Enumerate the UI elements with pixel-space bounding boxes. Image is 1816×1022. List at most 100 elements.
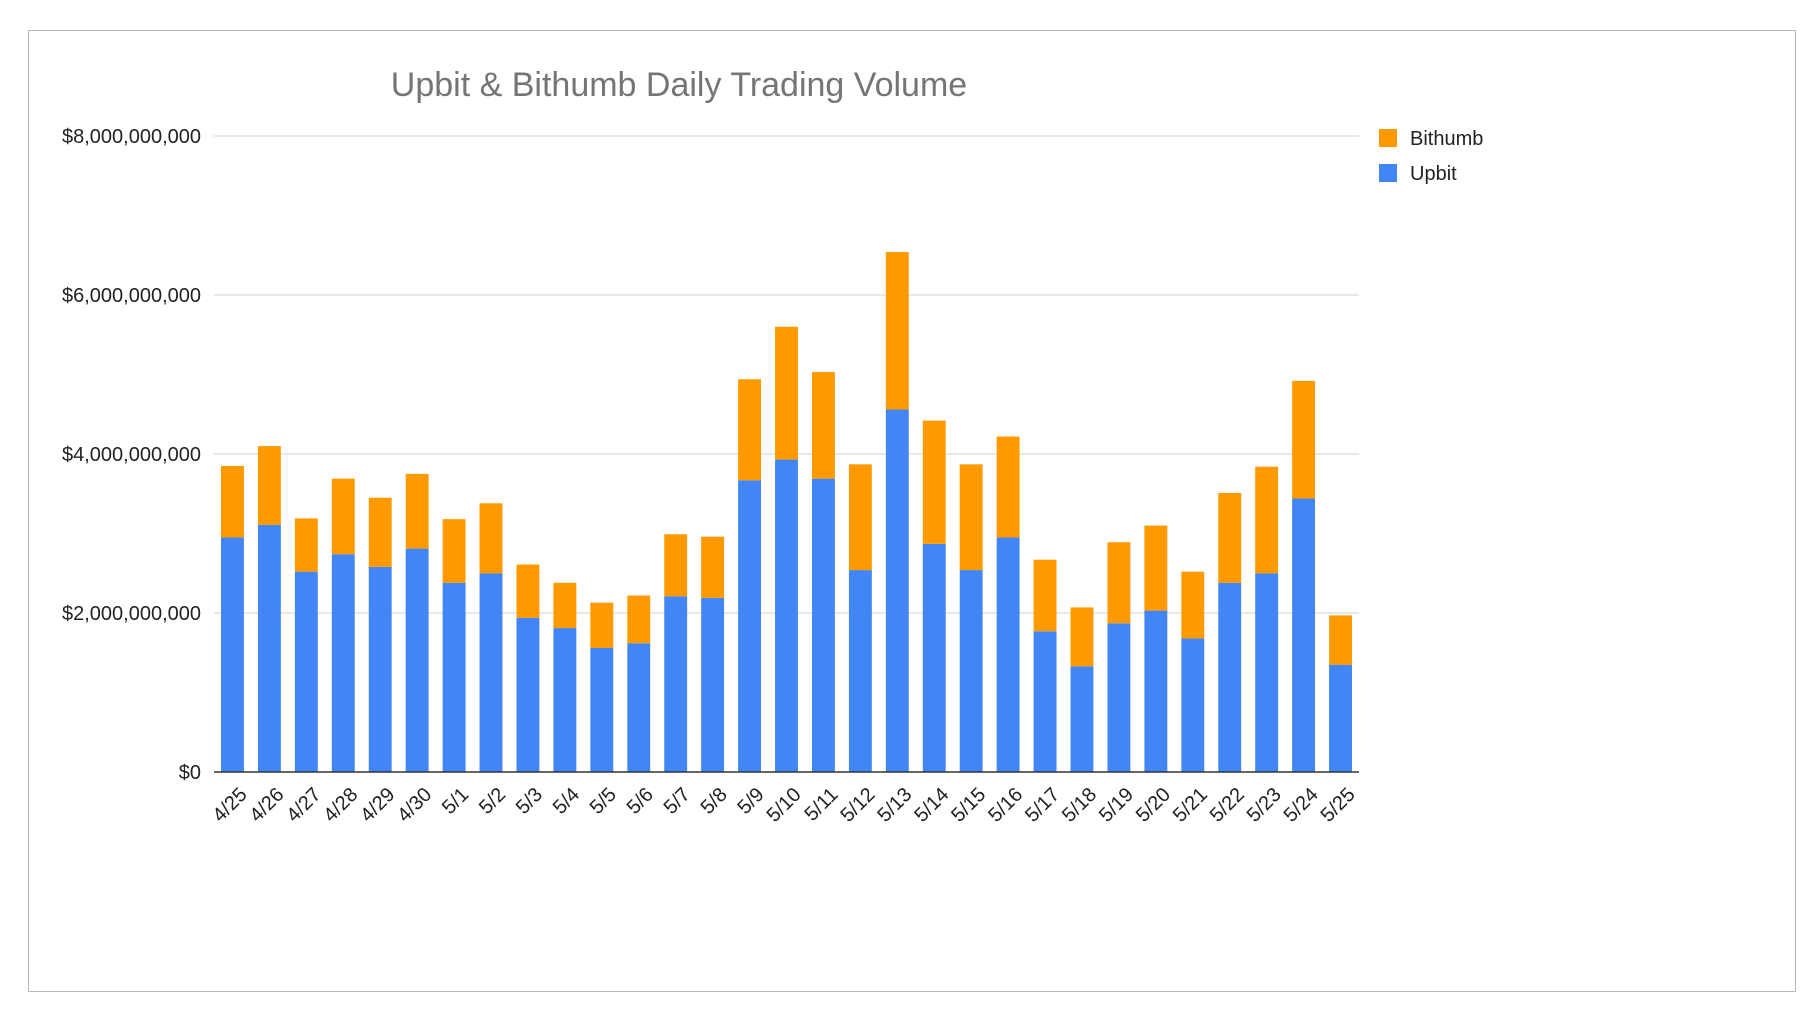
bar-upbit-5-25 bbox=[1329, 664, 1352, 772]
bar-upbit-5-17 bbox=[1033, 631, 1057, 772]
x-axis-ticks: 4/254/264/274/284/294/30 5/1 5/2 5/3 5/4 5/5 5… bbox=[209, 784, 1360, 827]
bar-bithumb-4-25 bbox=[221, 465, 244, 538]
chart-frame: Upbit & Bithumb Daily Trading Volume $0 $… bbox=[28, 30, 1796, 992]
x-tick-label: 5/11 bbox=[801, 784, 843, 826]
bar-bithumb-5-17 bbox=[1033, 559, 1057, 632]
bar-upbit-4-29 bbox=[368, 566, 392, 772]
bar-upbit-5-13 bbox=[885, 409, 909, 772]
bar-bithumb-5-8 bbox=[701, 536, 725, 598]
chart-svg: Upbit & Bithumb Daily Trading Volume $0$… bbox=[62, 66, 1483, 827]
x-tick-label: 5/12 bbox=[836, 784, 879, 827]
bar-bithumb-4-27 bbox=[294, 518, 318, 572]
x-tick-label: 5/6 bbox=[623, 784, 658, 819]
y-axis-ticks: $0 $2,000,000,000 $4,000,000,000 $6,000,000… bbox=[62, 126, 201, 784]
bar-upbit-5-1 bbox=[442, 582, 466, 772]
x-tick-label: 4/27 bbox=[282, 784, 325, 827]
x-tick-label: 4/26 bbox=[245, 784, 288, 827]
x-tick-label: 5/4 bbox=[549, 784, 584, 819]
bars bbox=[221, 252, 1352, 772]
bar-upbit-5-3 bbox=[516, 617, 540, 772]
bar-bithumb-5-2 bbox=[479, 503, 503, 574]
bar-bithumb-5-12 bbox=[848, 464, 872, 571]
bar-upbit-5-11 bbox=[811, 478, 835, 772]
bar-upbit-4-27 bbox=[294, 571, 318, 772]
x-tick-label: 5/9 bbox=[733, 784, 768, 819]
bar-upbit-5-19 bbox=[1107, 623, 1131, 772]
x-tick-label: 5/8 bbox=[697, 784, 732, 819]
legend-label-upbit: Upbit bbox=[1410, 163, 1457, 185]
x-tick-label: 5/13 bbox=[873, 784, 916, 827]
x-tick-label: 4/25 bbox=[209, 784, 252, 827]
x-tick-label: 5/7 bbox=[660, 784, 695, 819]
bar-upbit-5-6 bbox=[627, 643, 651, 772]
bar-bithumb-5-13 bbox=[885, 252, 909, 410]
bar-upbit-5-16 bbox=[996, 537, 1020, 772]
bar-bithumb-5-9 bbox=[738, 379, 762, 481]
bar-bithumb-5-3 bbox=[516, 564, 540, 618]
x-tick-label: 5/22 bbox=[1206, 784, 1249, 827]
x-tick-label: 5/23 bbox=[1243, 784, 1286, 827]
bar-upbit-5-9 bbox=[738, 480, 762, 772]
bar-upbit-4-26 bbox=[257, 524, 281, 772]
bar-upbit-5-7 bbox=[664, 596, 688, 772]
bar-upbit-5-12 bbox=[848, 570, 872, 772]
bar-bithumb-4-26 bbox=[257, 446, 281, 525]
bar-upbit-4-25 bbox=[221, 537, 244, 772]
x-tick-label: 5/25 bbox=[1317, 784, 1360, 827]
bar-bithumb-5-25 bbox=[1329, 615, 1352, 665]
bar-bithumb-5-1 bbox=[442, 519, 466, 583]
y-tick-label: $2,000,000,000 bbox=[62, 603, 201, 625]
legend-label-bithumb: Bithumb bbox=[1410, 128, 1483, 150]
x-tick-label: 5/18 bbox=[1058, 784, 1101, 827]
y-tick-label: $4,000,000,000 bbox=[62, 444, 201, 466]
x-tick-label: 5/5 bbox=[586, 784, 621, 819]
y-tick-label: $6,000,000,000 bbox=[62, 285, 201, 307]
x-tick-label: 5/2 bbox=[475, 784, 510, 819]
bar-bithumb-5-22 bbox=[1218, 492, 1242, 583]
bar-upbit-4-30 bbox=[405, 548, 429, 772]
bar-bithumb-5-5 bbox=[590, 602, 614, 648]
x-tick-label: 5/17 bbox=[1021, 784, 1064, 827]
bar-bithumb-5-23 bbox=[1255, 466, 1279, 574]
bar-upbit-5-14 bbox=[922, 543, 946, 772]
bar-upbit-5-22 bbox=[1218, 582, 1242, 772]
x-tick-label: 5/19 bbox=[1095, 784, 1138, 827]
y-tick-label: $8,000,000,000 bbox=[62, 126, 201, 148]
bar-bithumb-5-10 bbox=[775, 326, 798, 460]
bar-bithumb-5-14 bbox=[922, 420, 946, 544]
bar-upbit-5-20 bbox=[1144, 610, 1168, 772]
legend-swatch-upbit bbox=[1379, 164, 1397, 182]
legend: Bithumb Upbit bbox=[1379, 128, 1483, 185]
legend-swatch-bithumb bbox=[1379, 129, 1397, 147]
x-tick-label: 5/3 bbox=[512, 784, 547, 819]
bar-bithumb-4-28 bbox=[331, 478, 355, 555]
bar-bithumb-5-11 bbox=[811, 372, 835, 479]
x-tick-label: 5/20 bbox=[1132, 784, 1175, 827]
bar-bithumb-5-16 bbox=[996, 436, 1020, 538]
bar-upbit-5-21 bbox=[1181, 638, 1205, 772]
bar-upbit-5-2 bbox=[479, 573, 503, 772]
bar-bithumb-5-15 bbox=[959, 464, 983, 571]
x-tick-label: 5/15 bbox=[947, 784, 990, 827]
bar-bithumb-4-29 bbox=[368, 497, 392, 567]
bar-upbit-5-5 bbox=[590, 647, 614, 772]
x-tick-label: 5/21 bbox=[1169, 784, 1212, 827]
bar-bithumb-4-30 bbox=[405, 473, 429, 549]
bar-upbit-5-10 bbox=[775, 459, 798, 772]
bar-bithumb-5-20 bbox=[1144, 525, 1168, 611]
x-tick-label: 4/30 bbox=[393, 784, 436, 827]
bar-upbit-4-28 bbox=[331, 554, 355, 772]
x-tick-label: 5/1 bbox=[438, 784, 473, 819]
bar-bithumb-5-7 bbox=[664, 534, 688, 597]
bar-upbit-5-15 bbox=[959, 570, 983, 772]
bar-bithumb-5-19 bbox=[1107, 542, 1131, 624]
bar-upbit-5-18 bbox=[1070, 666, 1094, 772]
bar-upbit-5-8 bbox=[701, 597, 725, 772]
bar-bithumb-5-4 bbox=[553, 582, 577, 629]
bar-bithumb-5-24 bbox=[1292, 380, 1316, 499]
bar-upbit-5-23 bbox=[1255, 573, 1279, 772]
bar-upbit-5-4 bbox=[553, 628, 577, 772]
bar-bithumb-5-18 bbox=[1070, 607, 1094, 667]
x-tick-label: 5/10 bbox=[763, 784, 806, 827]
x-tick-label: 5/24 bbox=[1280, 784, 1323, 827]
